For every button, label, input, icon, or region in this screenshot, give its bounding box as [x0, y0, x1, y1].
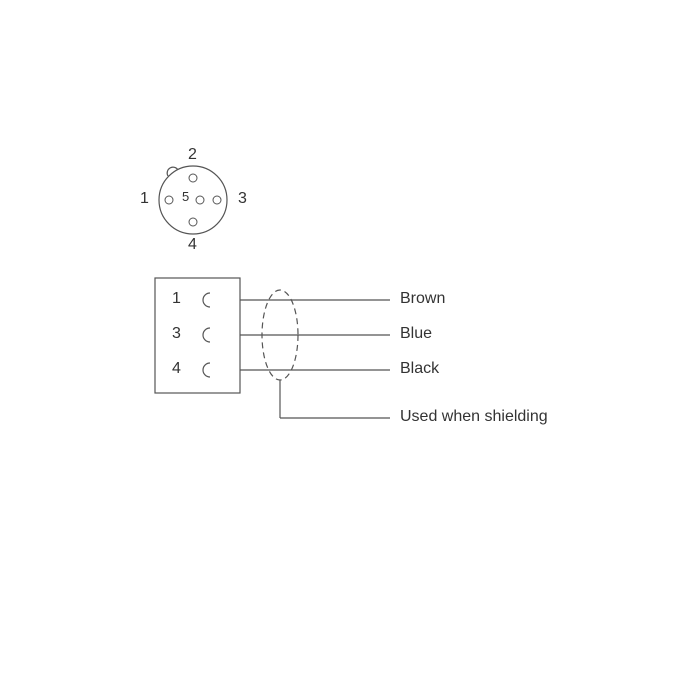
pin-2-dot	[189, 174, 197, 182]
wire-color-1: Brown	[400, 290, 445, 308]
pin-label-1: 1	[140, 190, 149, 208]
wiring-diagram-svg	[0, 0, 700, 700]
wire-color-3: Blue	[400, 325, 432, 343]
terminal-1	[203, 293, 210, 307]
connector-outline	[159, 166, 227, 234]
terminal-3	[203, 328, 210, 342]
wire-color-4: Black	[400, 360, 439, 378]
pin-label-4: 4	[188, 236, 197, 254]
pin-4-dot	[189, 218, 197, 226]
terminal-4	[203, 363, 210, 377]
pin-5-dot	[196, 196, 204, 204]
diagram-container: 1 2 3 4 5 1 3 4 Brown Blue Black Used wh…	[0, 0, 700, 700]
terminal-block	[155, 278, 240, 393]
connector-notch	[167, 167, 178, 176]
pin-label-2: 2	[188, 146, 197, 164]
pin-1-dot	[165, 196, 173, 204]
terminal-label-1: 1	[172, 290, 181, 308]
shield-label: Used when shielding	[400, 408, 548, 426]
pin-label-5: 5	[182, 189, 189, 204]
terminal-label-3: 3	[172, 325, 181, 343]
pin-label-3: 3	[238, 190, 247, 208]
terminal-label-4: 4	[172, 360, 181, 378]
pin-3-dot	[213, 196, 221, 204]
